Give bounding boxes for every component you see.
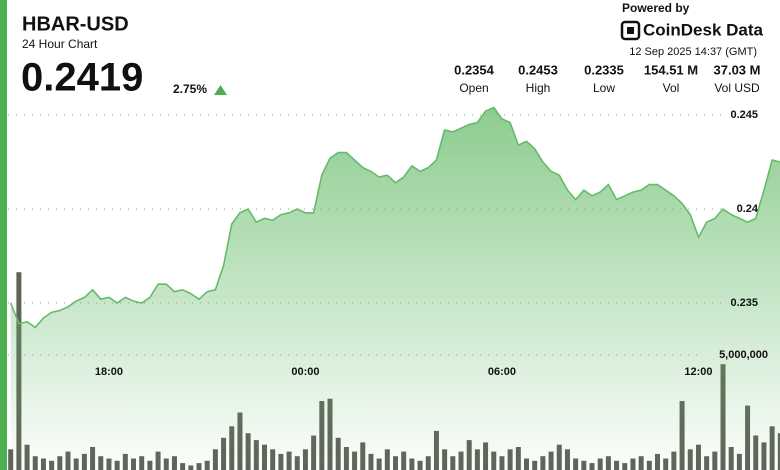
- symbol: HBAR-USD: [22, 13, 129, 35]
- subtitle: 24 Hour Chart: [22, 37, 98, 51]
- up-arrow: [214, 85, 227, 95]
- x-tick-label: 18:00: [95, 366, 123, 378]
- logo: [620, 20, 641, 41]
- x-tick-label: 00:00: [291, 366, 319, 378]
- change: 2.75%: [173, 82, 207, 96]
- y-tick-label: 0.235: [730, 297, 758, 309]
- powered-by: Powered by: [622, 1, 690, 15]
- x-tick-label: 12:00: [684, 366, 712, 378]
- volume-tick-label: 5,000,000: [719, 349, 768, 361]
- stat-value: 0.2453: [518, 62, 558, 77]
- stat-value: 0.2354: [454, 62, 495, 77]
- y-tick-label: 0.24: [737, 203, 759, 215]
- stat-label: Low: [593, 81, 615, 95]
- x-tick-label: 06:00: [488, 366, 516, 378]
- area-fill: [10, 107, 780, 470]
- stat-label: High: [526, 81, 551, 95]
- accent-bar: [0, 0, 7, 470]
- y-tick-label: 0.245: [730, 109, 758, 121]
- stat-label: Vol USD: [714, 81, 760, 95]
- price: 0.2419: [21, 56, 143, 100]
- stat-value: 154.51 M: [644, 62, 698, 77]
- stat-label: Vol: [663, 81, 680, 95]
- timestamp: 12 Sep 2025 14:37 (GMT): [629, 46, 757, 58]
- stat-label: Open: [459, 81, 488, 95]
- brand: CoinDesk Data: [643, 20, 764, 39]
- stat-value: 37.03 M: [714, 62, 761, 77]
- stat-value: 0.2335: [584, 62, 624, 77]
- price-line: [9, 106, 780, 329]
